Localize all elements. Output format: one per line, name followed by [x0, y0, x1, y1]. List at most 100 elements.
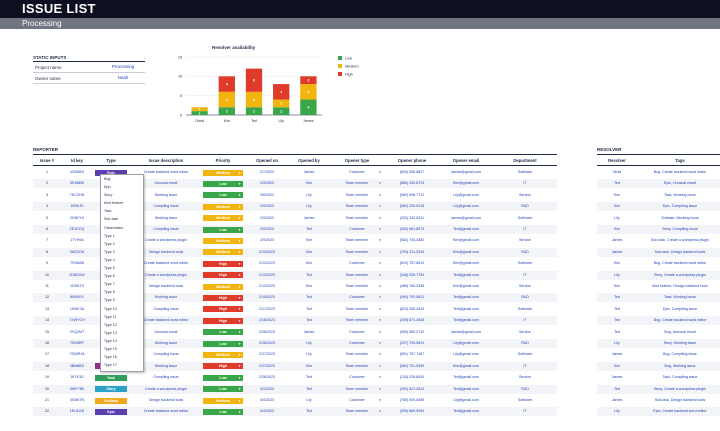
- dropdown-option[interactable]: Task: [104, 209, 112, 214]
- opener-type[interactable]: Team member: [345, 363, 369, 368]
- resolver-name[interactable]: Ted: [614, 329, 620, 334]
- opener-type[interactable]: Team member: [345, 204, 369, 209]
- opener-type[interactable]: Team member: [345, 284, 369, 288]
- opener-type[interactable]: Team member: [345, 318, 369, 323]
- issue-description[interactable]: Compiling issue: [153, 375, 179, 380]
- chevron-down-icon[interactable]: ▾: [379, 227, 381, 231]
- issue-description[interactable]: Create a wordpress plugin: [145, 386, 187, 391]
- chevron-down-icon[interactable]: ▾: [379, 295, 381, 300]
- table-row[interactable]: 6 ZE1DOQ Compiling issue Low ▼ 2/9/2023 Ted Cus…: [33, 225, 557, 234]
- issue-description[interactable]: Compiling issue: [153, 306, 179, 311]
- table-row[interactable]: Lily Story, Create a wordpress plugin: [597, 270, 720, 280]
- resolver-name[interactable]: Lily: [614, 272, 620, 277]
- issue-description[interactable]: Create backend word editor: [143, 261, 189, 266]
- resolver-name[interactable]: Kim: [613, 192, 621, 197]
- chevron-down-icon[interactable]: ▾: [379, 238, 381, 243]
- resolver-name[interactable]: Kim: [613, 204, 621, 209]
- priority-select[interactable]: High ▼: [203, 363, 243, 370]
- dropdown-option[interactable]: Type 16: [104, 355, 117, 360]
- opener-type[interactable]: Team member: [345, 249, 369, 254]
- issue-description[interactable]: Working issue: [154, 363, 178, 368]
- issue-description[interactable]: Create backend word editor: [143, 318, 189, 323]
- table-row[interactable]: 7 1TYH9A Create a wordpress plugin Medium ▼ 2…: [33, 236, 557, 245]
- issue-description[interactable]: Create a wordpress plugin: [145, 238, 187, 243]
- priority-select[interactable]: High ▼: [203, 306, 243, 313]
- table-row[interactable]: James Sub-task, Design backend tools: [597, 396, 720, 405]
- chevron-down-icon[interactable]: ▾: [379, 341, 381, 345]
- dropdown-option[interactable]: Type 9: [104, 298, 115, 303]
- table-row[interactable]: Kim Bug, Create backend word editor: [597, 259, 720, 268]
- table-row[interactable]: James Bug, Compiling issue: [597, 350, 720, 359]
- priority-select[interactable]: Low ▼: [203, 340, 243, 347]
- priority-select[interactable]: Low ▼: [203, 408, 243, 415]
- resolver-name[interactable]: James: [611, 375, 623, 380]
- chevron-down-icon[interactable]: ▾: [379, 272, 381, 277]
- owner-name-field[interactable]: Noah: [103, 75, 143, 81]
- issue-description[interactable]: Design backend tools: [148, 249, 184, 254]
- issue-description[interactable]: Unusual result: [154, 181, 178, 186]
- opener-type[interactable]: Customer: [349, 295, 365, 300]
- chevron-down-icon[interactable]: ▾: [379, 261, 381, 266]
- priority-select[interactable]: High ▼: [203, 272, 243, 279]
- table-row[interactable]: 12 8N9XEX Working issue High ▼ 2/15/2023 Ted Cu…: [33, 293, 557, 303]
- opener-type[interactable]: Team member: [345, 409, 369, 414]
- resolver-name[interactable]: Omid: [612, 170, 622, 174]
- issue-description[interactable]: Design backend tools: [148, 398, 184, 402]
- opener-type[interactable]: Customer: [349, 329, 365, 334]
- table-row[interactable]: Lily Subtask, Working issue: [597, 214, 720, 223]
- resolver-name[interactable]: Ted: [614, 181, 620, 186]
- chevron-down-icon[interactable]: ▾: [379, 215, 381, 220]
- dropdown-option[interactable]: Type 12: [104, 322, 117, 327]
- opener-type[interactable]: Customer: [349, 170, 365, 174]
- dropdown-option[interactable]: Type 7: [104, 282, 115, 287]
- opener-type[interactable]: Team member: [345, 352, 369, 357]
- chevron-down-icon[interactable]: ▾: [379, 306, 381, 311]
- opener-type[interactable]: Team member: [345, 181, 369, 186]
- dropdown-option[interactable]: Type 8: [104, 290, 115, 295]
- issue-description[interactable]: Unusual result: [154, 329, 178, 334]
- table-row[interactable]: Omid Bug, Create backend word editor: [597, 168, 720, 177]
- dropdown-option[interactable]: Type 5: [104, 266, 115, 271]
- opener-type[interactable]: Team member: [345, 272, 369, 277]
- resolver-name[interactable]: Lily: [614, 341, 620, 345]
- project-name-field[interactable]: Processing: [103, 64, 143, 70]
- chevron-down-icon[interactable]: ▾: [379, 329, 381, 334]
- dropdown-option[interactable]: Type 15: [104, 346, 117, 351]
- issue-description[interactable]: Compiling issue: [153, 227, 179, 231]
- priority-select[interactable]: High ▼: [203, 260, 243, 267]
- priority-select[interactable]: Low ▼: [203, 180, 243, 187]
- priority-select[interactable]: Low ▼: [203, 374, 243, 381]
- table-row[interactable]: 10 2DBZUW Create a wordpress plugin High ▼ 2/…: [33, 270, 557, 280]
- opener-type[interactable]: Customer: [349, 227, 365, 231]
- priority-select[interactable]: Medium ▼: [203, 215, 243, 222]
- issue-description[interactable]: Working issue: [154, 341, 178, 345]
- priority-select[interactable]: Medium ▼: [203, 203, 243, 210]
- opener-type[interactable]: Team member: [345, 192, 369, 197]
- opener-type[interactable]: Team member: [345, 386, 369, 391]
- issue-description[interactable]: Create backend word editor: [143, 409, 189, 414]
- dropdown-option[interactable]: Bug: [104, 177, 111, 181]
- chevron-down-icon[interactable]: ▾: [379, 409, 381, 414]
- table-row[interactable]: 5 2GBVYX Working issue Medium ▼ 2/9/2023 James…: [33, 214, 557, 223]
- chevron-down-icon[interactable]: ▾: [379, 386, 381, 391]
- table-row[interactable]: 14 7XWYCH Create backend word editor High ▼ 2…: [33, 316, 557, 326]
- table-row[interactable]: Kim Task, Working issue: [597, 191, 720, 200]
- dropdown-option[interactable]: Sub-task: [104, 217, 119, 222]
- issue-description[interactable]: Working issue: [154, 295, 178, 300]
- table-row[interactable]: Kim Bug, Working issue: [597, 361, 720, 371]
- opener-type[interactable]: Team member: [345, 215, 369, 220]
- table-row[interactable]: Ted Task, Working issue: [597, 293, 720, 303]
- table-row[interactable]: Lily Epic, Create backend word editor: [597, 407, 720, 417]
- table-row[interactable]: 3 7KCZHN Working issue Low ▼ 2/8/2023 Lily Team…: [33, 191, 557, 200]
- priority-select[interactable]: Medium ▼: [203, 249, 243, 256]
- opener-type[interactable]: Customer: [349, 341, 365, 345]
- priority-select[interactable]: Low ▼: [203, 226, 243, 233]
- table-row[interactable]: Kim Story, Compiling issue: [597, 225, 720, 234]
- chevron-down-icon[interactable]: ▾: [379, 284, 381, 288]
- dropdown-option[interactable]: Type 11: [104, 314, 117, 319]
- chevron-down-icon[interactable]: ▾: [379, 363, 381, 368]
- chevron-down-icon[interactable]: ▾: [379, 204, 381, 209]
- resolver-name[interactable]: Kim: [613, 261, 621, 266]
- table-row[interactable]: James Sub-task, Design backend tools: [597, 247, 720, 257]
- issue-description[interactable]: Design backend tools: [148, 284, 184, 288]
